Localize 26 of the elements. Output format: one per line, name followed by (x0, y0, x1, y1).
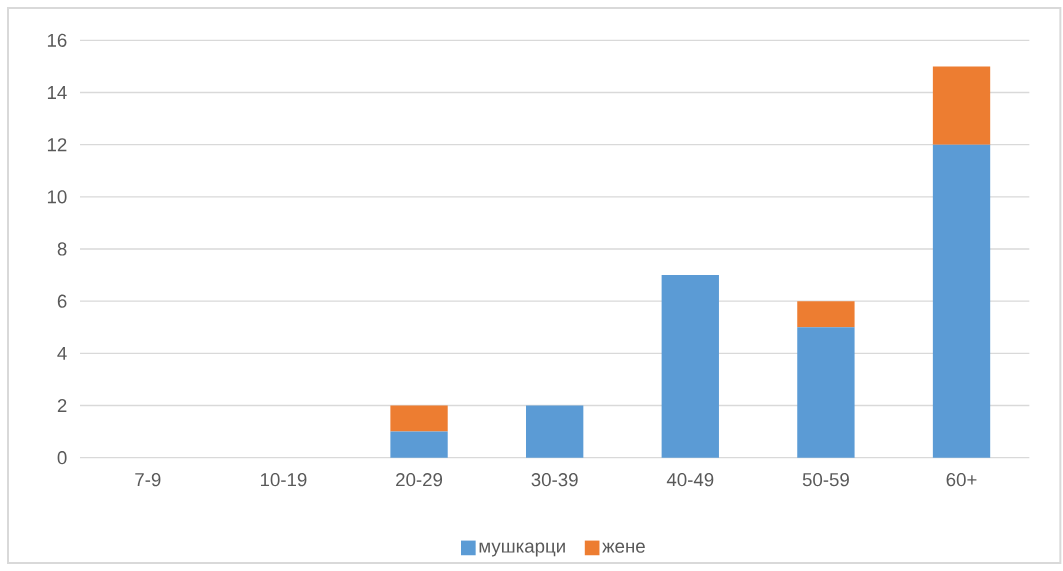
bar (390, 405, 448, 432)
legend-label: мушкарци (479, 542, 565, 557)
bar (932, 66, 991, 145)
x-tick-label: 10-19 (260, 473, 307, 487)
y-tick-label: 16 (47, 33, 67, 47)
bar (932, 144, 991, 458)
y-tick-label: 14 (47, 86, 67, 99)
x-tick-label: 50-59 (802, 473, 849, 487)
x-tick-label: 7-9 (135, 473, 161, 487)
bar (526, 405, 584, 458)
y-tick-label: 2 (57, 398, 67, 413)
y-tick-label: 8 (57, 242, 67, 256)
bar (797, 327, 855, 458)
y-tick-label: 10 (47, 190, 67, 204)
x-tick-label: 30-39 (531, 473, 578, 487)
y-tick-label: 12 (47, 138, 67, 152)
y-tick-label: 4 (57, 346, 67, 360)
x-tick-label: 60+ (946, 473, 977, 487)
y-tick-label: 6 (57, 294, 67, 308)
bar (661, 275, 719, 458)
y-tick-label: 0 (57, 451, 67, 465)
bar (390, 431, 448, 458)
x-tick-label: 40-49 (666, 473, 714, 487)
legend-label: жене (602, 542, 645, 553)
x-tick-label: 20-29 (396, 473, 443, 487)
bar (797, 301, 855, 328)
